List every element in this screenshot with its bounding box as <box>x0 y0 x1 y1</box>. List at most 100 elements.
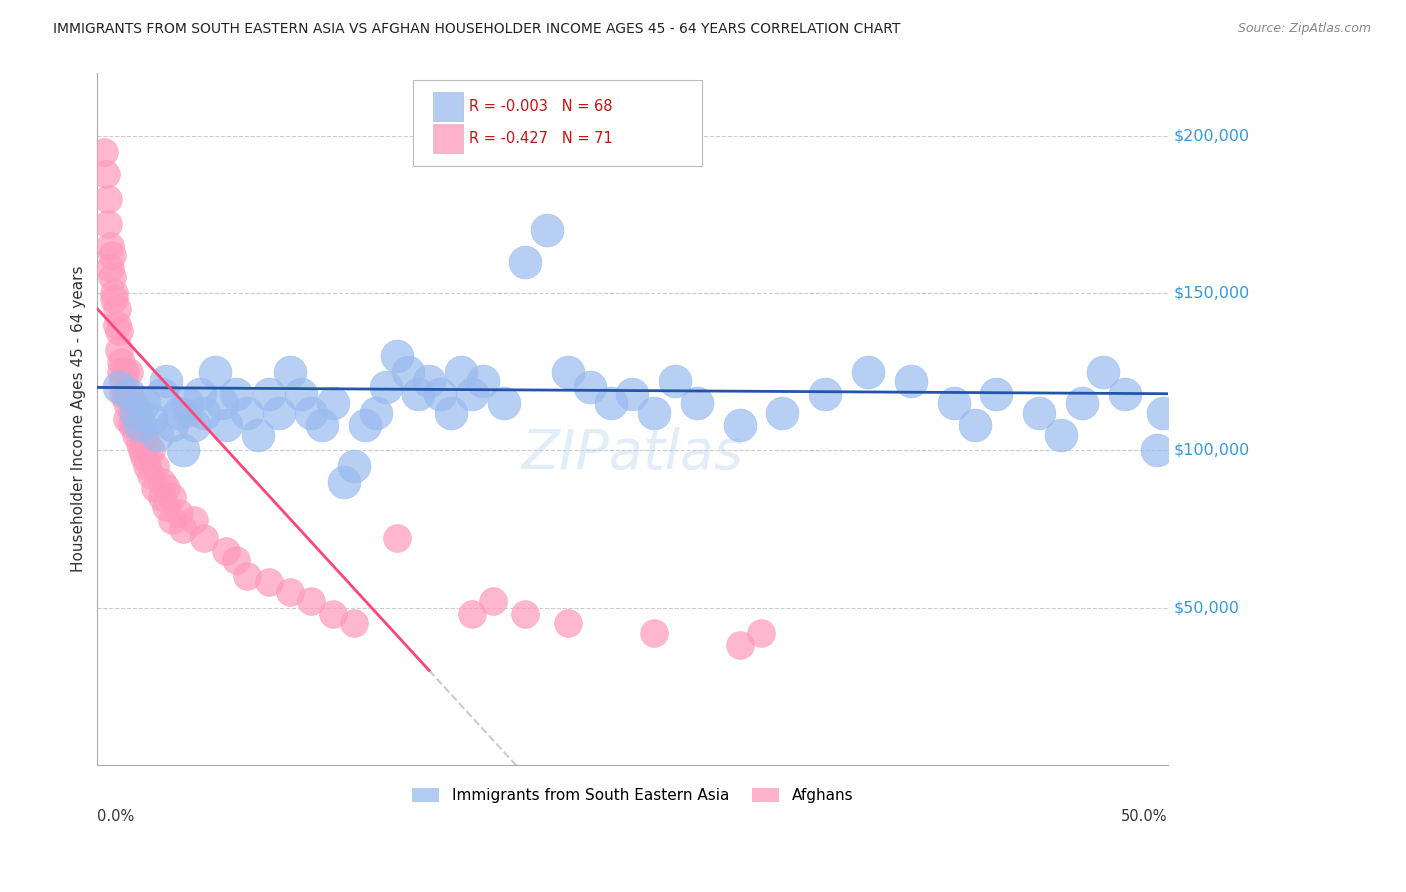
Point <box>257 386 280 401</box>
Point <box>385 532 408 546</box>
Point <box>103 286 125 301</box>
Text: R = -0.427   N = 71: R = -0.427 N = 71 <box>468 131 613 146</box>
Point <box>131 443 153 458</box>
Point <box>193 406 215 420</box>
Text: $150,000: $150,000 <box>1174 285 1250 301</box>
Point <box>118 386 141 401</box>
Point <box>112 374 135 388</box>
Text: $100,000: $100,000 <box>1174 442 1250 458</box>
Point <box>117 412 139 426</box>
Point <box>176 406 198 420</box>
Point <box>942 396 965 410</box>
Point <box>121 418 143 433</box>
FancyBboxPatch shape <box>433 124 464 153</box>
Point <box>122 396 145 410</box>
Text: 0.0%: 0.0% <box>97 809 135 824</box>
Point <box>183 418 205 433</box>
Point <box>204 365 226 379</box>
Point <box>215 544 238 558</box>
Point <box>461 607 484 621</box>
Point <box>408 386 430 401</box>
Point <box>664 374 686 388</box>
Point <box>134 450 156 464</box>
Point <box>311 418 333 433</box>
Point <box>101 270 124 285</box>
Point <box>343 616 366 631</box>
Point <box>278 584 301 599</box>
Point <box>1152 406 1174 420</box>
Point <box>749 625 772 640</box>
Point <box>162 512 184 526</box>
Point <box>396 365 419 379</box>
Point <box>686 396 709 410</box>
Point <box>856 365 879 379</box>
Point <box>131 427 153 442</box>
Point <box>492 396 515 410</box>
Point <box>557 616 579 631</box>
Point <box>129 418 152 433</box>
Point <box>129 437 152 451</box>
Point <box>125 427 148 442</box>
Point <box>107 324 129 338</box>
Point <box>578 380 600 394</box>
Point <box>146 427 169 442</box>
Point <box>557 365 579 379</box>
Point <box>418 374 440 388</box>
Point <box>482 594 505 608</box>
Point <box>98 260 121 275</box>
Point <box>343 458 366 473</box>
Point <box>536 223 558 237</box>
Point <box>183 512 205 526</box>
Point <box>215 418 238 433</box>
Point <box>97 192 120 206</box>
Point <box>211 396 233 410</box>
Point <box>814 386 837 401</box>
Point <box>1092 365 1115 379</box>
Point <box>135 437 157 451</box>
Point <box>114 365 136 379</box>
Point <box>114 386 136 401</box>
Text: Source: ZipAtlas.com: Source: ZipAtlas.com <box>1237 22 1371 36</box>
Point <box>139 412 162 426</box>
Point <box>1028 406 1050 420</box>
Point <box>385 349 408 363</box>
Point <box>112 386 135 401</box>
Point <box>515 254 537 268</box>
Point <box>93 145 115 159</box>
Point <box>127 418 149 433</box>
Text: ZIPatlas: ZIPatlas <box>522 427 744 480</box>
Text: $200,000: $200,000 <box>1174 128 1250 144</box>
Point <box>105 301 128 316</box>
Text: R = -0.003   N = 68: R = -0.003 N = 68 <box>468 99 612 114</box>
Point <box>375 380 398 394</box>
Point <box>299 406 322 420</box>
Point <box>101 248 124 262</box>
Point <box>986 386 1008 401</box>
Point <box>150 491 173 505</box>
Point <box>97 217 120 231</box>
Point <box>193 532 215 546</box>
Point <box>236 569 259 583</box>
Point <box>107 380 129 394</box>
Point <box>1114 386 1136 401</box>
Point <box>134 396 156 410</box>
Point <box>134 427 156 442</box>
Point <box>110 365 132 379</box>
Point <box>225 553 247 567</box>
Point <box>139 468 162 483</box>
Y-axis label: Householder Income Ages 45 - 64 years: Householder Income Ages 45 - 64 years <box>72 266 86 572</box>
Point <box>167 406 190 420</box>
Point <box>236 406 259 420</box>
Point <box>1146 443 1168 458</box>
Point <box>1049 427 1071 442</box>
Point <box>172 443 194 458</box>
Point <box>117 396 139 410</box>
Point <box>461 386 484 401</box>
Point <box>471 374 494 388</box>
Point <box>900 374 922 388</box>
Point <box>94 167 117 181</box>
Point <box>155 481 177 495</box>
Point <box>728 418 751 433</box>
Point <box>162 491 184 505</box>
Point <box>332 475 354 489</box>
